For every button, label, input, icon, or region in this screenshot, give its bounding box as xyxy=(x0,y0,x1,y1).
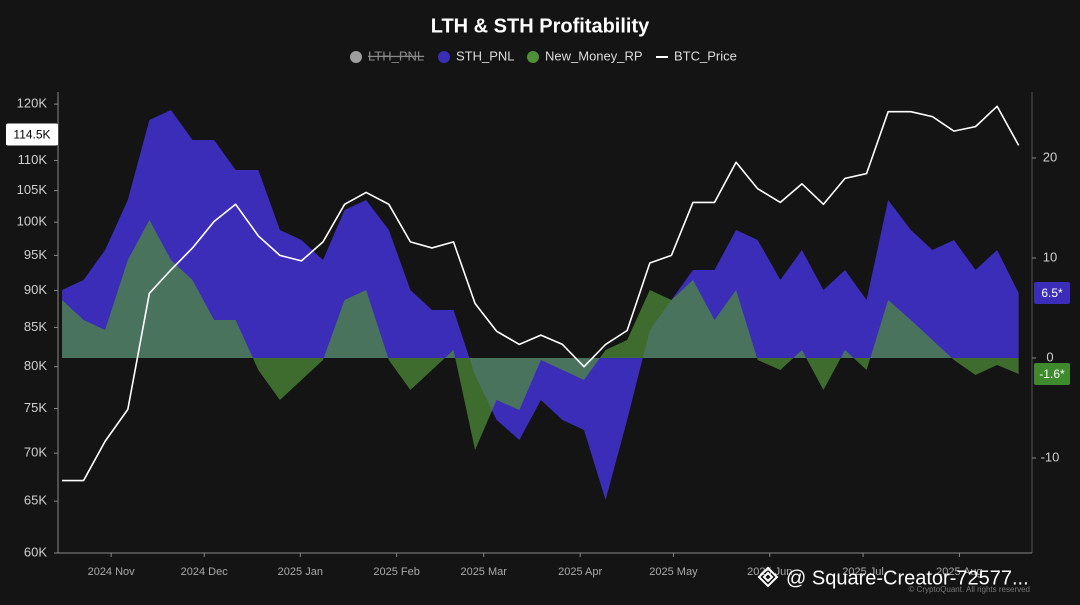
legend-swatch xyxy=(438,51,450,63)
x-tick-label: 2025 Feb xyxy=(373,566,419,578)
y-tick-label: 80K xyxy=(24,358,47,373)
x-tick-label: 2025 Jul xyxy=(842,566,884,578)
x-tick-label: 2025 Mar xyxy=(460,566,507,578)
price-line xyxy=(62,105,1020,482)
y2-tick-label: 10 xyxy=(1043,249,1057,264)
last-value-box xyxy=(6,123,58,146)
chart-title: LTH & STH Profitability xyxy=(431,15,650,37)
y-tick-label: 110K xyxy=(18,152,48,167)
y2-tick-label: 20 xyxy=(1043,149,1057,164)
y-tick-label: 85K xyxy=(24,319,47,334)
area-sth-pnl xyxy=(62,110,1019,500)
area-new-money-rp xyxy=(62,220,1019,450)
x-tick-label: 2025 Apr xyxy=(558,566,602,578)
copyright: © CryptoQuant. All rights reserved xyxy=(909,585,1031,594)
legend-label: LTH_PNL xyxy=(368,48,424,63)
x-tick-label: 2024 Dec xyxy=(181,566,229,578)
y-tick-label: 65K xyxy=(24,493,47,508)
y2-tick-label: 0 xyxy=(1046,349,1053,364)
y-tick-label: 100K xyxy=(17,214,48,229)
watermark: @ Square-Creator-72577... xyxy=(786,567,1029,589)
last-value-label: 114.5K xyxy=(13,128,50,142)
y-tick-label: 60K xyxy=(24,544,47,559)
last-value-box xyxy=(1034,363,1070,385)
y-tick-label: 70K xyxy=(24,445,47,460)
legend-swatch xyxy=(527,51,539,63)
x-tick-label: 2025 Jun xyxy=(747,566,792,578)
legend-label: BTC_Price xyxy=(674,48,737,63)
legend-label: STH_PNL xyxy=(456,48,515,63)
y-tick-label: 105K xyxy=(17,182,48,197)
last-value-box xyxy=(1034,282,1070,304)
x-tick-label: 2025 Jan xyxy=(278,566,323,578)
legend-swatch xyxy=(350,51,362,63)
watermark-icon xyxy=(757,566,779,588)
y-tick-label: 75K xyxy=(24,400,47,415)
last-value-label: -1.6* xyxy=(1039,367,1065,381)
x-tick-label: 2025 May xyxy=(649,566,698,578)
x-tick-label: 2025 Aug xyxy=(936,566,983,578)
x-tick-label: 2024 Nov xyxy=(88,566,136,578)
y2-tick-label: -10 xyxy=(1041,449,1060,464)
last-value-label: 6.5* xyxy=(1041,286,1063,300)
y-tick-label: 120K xyxy=(17,96,48,111)
legend-label: New_Money_RP xyxy=(545,48,643,63)
y-tick-label: 90K xyxy=(24,282,47,297)
y-tick-label: 95K xyxy=(24,247,47,262)
